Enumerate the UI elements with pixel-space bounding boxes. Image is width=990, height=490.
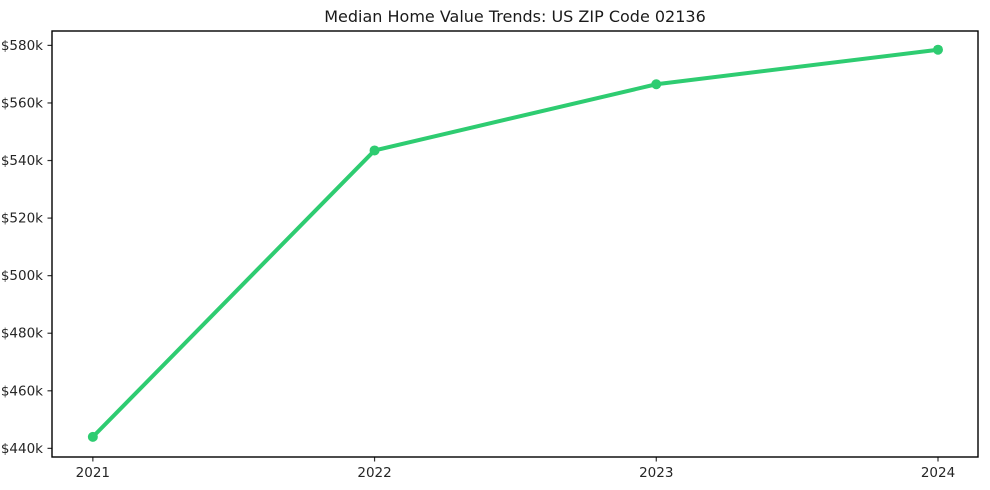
y-tick-label: $540k xyxy=(1,153,43,169)
y-tick-label: $500k xyxy=(1,268,43,284)
x-tick-label: 2024 xyxy=(921,465,955,481)
y-tick-label: $460k xyxy=(1,383,43,399)
y-tick-label: $580k xyxy=(1,38,43,54)
chart-title: Median Home Value Trends: US ZIP Code 02… xyxy=(324,7,706,26)
data-point-marker xyxy=(651,79,662,90)
x-tick-label: 2021 xyxy=(76,465,110,481)
y-tick-label: $520k xyxy=(1,211,43,227)
line-series xyxy=(90,47,940,439)
y-tick-label: $440k xyxy=(1,441,43,457)
data-point-marker xyxy=(87,431,98,442)
x-tick-label: 2023 xyxy=(639,465,673,481)
plot-frame xyxy=(51,30,979,458)
x-tick-label: 2022 xyxy=(357,465,391,481)
y-tick-label: $480k xyxy=(1,326,43,342)
y-tick-label: $560k xyxy=(1,95,43,111)
data-point-marker xyxy=(932,44,943,55)
data-point-marker xyxy=(369,145,380,156)
